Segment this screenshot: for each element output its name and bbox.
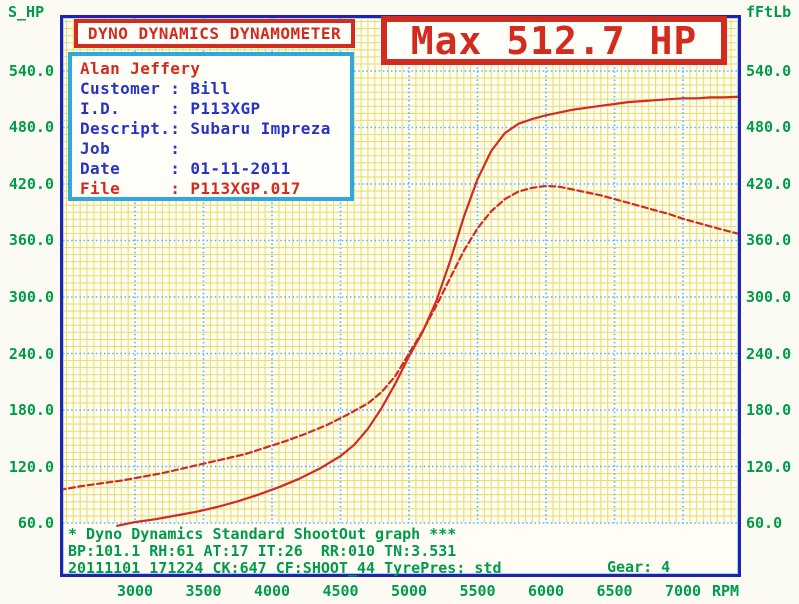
y-tick-left: 120.0	[8, 457, 54, 476]
y-tick-left: 300.0	[8, 288, 54, 306]
y-tick-right: 360.0	[746, 231, 792, 250]
brand-title: DYNO DYNAMICS DYNAMOMETER	[87, 24, 342, 43]
y-tick-right: 60.0	[746, 514, 783, 532]
info-line: Alan Jeffery	[80, 59, 201, 78]
y-tick-right: 120.0	[746, 457, 792, 476]
y-tick-right: 540.0	[746, 61, 792, 80]
max-power-readout: Max 512.7 HP	[410, 18, 698, 63]
max-power-box: Max 512.7 HP	[381, 16, 727, 65]
gear-label: Gear: 4	[607, 558, 671, 576]
y-tick-left: 360.0	[8, 231, 54, 250]
y-tick-left: 480.0	[8, 118, 54, 137]
x-tick: 6000	[527, 582, 565, 600]
y-tick-left: 540.0	[8, 61, 54, 80]
y-tick-right: 420.0	[746, 174, 792, 193]
y-tick-right: 180.0	[746, 401, 792, 419]
y-tick-right: 300.0	[746, 288, 792, 306]
x-tick: 5500	[459, 582, 496, 600]
x-tick: 4000	[253, 582, 291, 600]
x-tick: 3500	[185, 582, 222, 600]
info-box: Alan Jeffery Customer : Bill I.D. : P113XG…	[68, 52, 354, 201]
info-line: Customer : Bill	[80, 79, 231, 98]
x-tick: 5000	[390, 582, 428, 600]
info-line: Job :	[80, 139, 181, 158]
info-line: Descript.: Subaru Impreza	[80, 119, 331, 138]
info-line: File : P113XGP.017	[80, 179, 301, 198]
footer-line-3: 20111101 171224 CK:647 CF:SHOOT_44 TyreP…	[68, 559, 502, 577]
x-tick: 3000	[116, 582, 154, 600]
axis-title-right: fFtLb	[746, 3, 792, 21]
x-tick: 6500	[596, 582, 633, 600]
y-tick-left: 60.0	[17, 514, 54, 532]
axis-title-left: S_HP	[8, 3, 45, 21]
x-tick: 4500	[322, 582, 359, 600]
y-tick-left: 240.0	[8, 344, 54, 363]
footer-line-1: * Dyno Dynamics Standard ShootOut graph …	[68, 525, 457, 543]
y-tick-left: 180.0	[8, 401, 54, 419]
info-line: I.D. : P113XGP	[80, 99, 261, 118]
torque-curve	[63, 184, 738, 491]
brand-box: DYNO DYNAMICS DYNAMOMETER	[74, 19, 355, 48]
power-curve	[116, 95, 738, 527]
footer-line-2: BP:101.1 RH:61 AT:17 IT:26 RR:010 TN:3.5…	[68, 542, 457, 560]
info-line: Date : 01-11-2011	[80, 159, 291, 178]
rpm-unit-label: RPM	[712, 582, 740, 600]
y-tick-left: 420.0	[8, 174, 54, 193]
y-tick-right: 480.0	[746, 118, 792, 137]
y-tick-right: 240.0	[746, 344, 792, 363]
x-tick: 7000	[664, 582, 702, 600]
